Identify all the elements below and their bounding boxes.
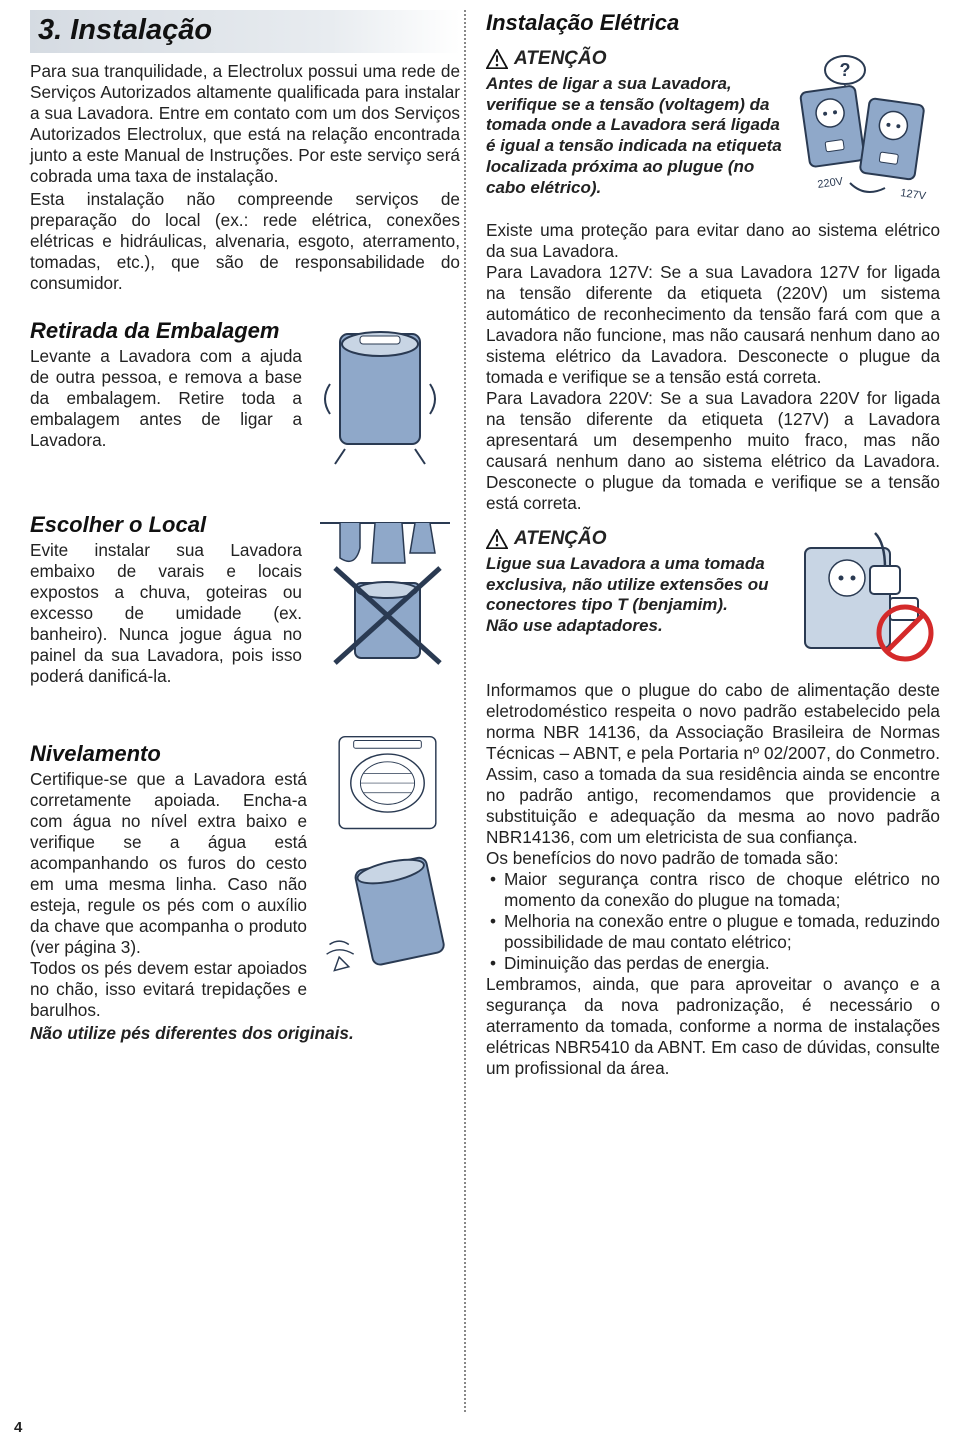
warning-triangle-icon xyxy=(486,49,508,69)
eletrica-body-5: Os benefícios do novo padrão de tomada s… xyxy=(486,848,940,869)
eletrica-heading: Instalação Elétrica xyxy=(486,10,940,36)
warning-header-2: ATENÇÃO xyxy=(486,528,782,550)
intro-paragraph: Para sua tranquilidade, a Electrolux pos… xyxy=(30,61,460,187)
voltage-outlet-illustration: ? 220V 127V xyxy=(790,48,940,208)
section-title-box: 3. Instalação xyxy=(30,10,460,53)
retirada-body: Levante a Lavadora com a ajuda de outra … xyxy=(30,346,302,451)
washer-lift-illustration xyxy=(310,304,460,474)
eletrica-body-1: Existe uma proteção para evitar dano ao … xyxy=(486,220,940,262)
warning-body-1: Antes de ligar a sua Lavadora, verifique… xyxy=(486,74,782,198)
eletrica-body-2: Para Lavadora 127V: Se a sua Lavadora 12… xyxy=(486,262,940,388)
warning-label-1: ATENÇÃO xyxy=(514,48,607,70)
warning-body-2b: Não use adaptadores. xyxy=(486,616,782,637)
warning-triangle-icon xyxy=(486,529,508,549)
intro-paragraph-2: Esta instalação não compreende serviços … xyxy=(30,189,460,294)
svg-text:220V: 220V xyxy=(817,175,845,191)
benefit-item: Melhoria na conexão entre o plugue e tom… xyxy=(486,911,940,953)
section-title: 3. Instalação xyxy=(38,14,452,47)
retirada-heading: Retirada da Embalagem xyxy=(30,318,302,344)
local-body: Evite instalar sua Lavadora embaixo de v… xyxy=(30,540,302,687)
column-divider xyxy=(464,10,466,1412)
svg-text:?: ? xyxy=(840,60,851,80)
warning-header-1: ATENÇÃO xyxy=(486,48,782,70)
eletrica-body-3: Para Lavadora 220V: Se a sua Lavadora 22… xyxy=(486,388,940,514)
nivelamento-p3: Não utilize pés diferentes dos originais… xyxy=(30,1023,460,1044)
warning-body-2a: Ligue sua Lavadora a uma tomada exclusiv… xyxy=(486,554,782,616)
benefit-item: Diminuição das perdas de energia. xyxy=(486,953,940,974)
nivelamento-p1: Certifique-se que a Lavadora está corret… xyxy=(30,769,307,958)
benefits-list: Maior segurança contra risco de choque e… xyxy=(486,869,940,974)
page-number: 4 xyxy=(14,1419,22,1436)
eletrica-body-6: Lembramos, ainda, que para aproveitar o … xyxy=(486,974,940,1079)
warning-label-2: ATENÇÃO xyxy=(514,528,607,550)
nivelamento-illustration xyxy=(315,727,460,978)
no-varal-illustration xyxy=(310,498,460,668)
nivelamento-p2: Todos os pés devem estar apoiados no chã… xyxy=(30,958,307,1021)
local-heading: Escolher o Local xyxy=(30,512,302,538)
eletrica-body-4: Informamos que o plugue do cabo de alime… xyxy=(486,680,940,848)
svg-text:127V: 127V xyxy=(900,187,928,203)
no-adapter-illustration xyxy=(790,528,940,668)
nivelamento-heading: Nivelamento xyxy=(30,741,307,767)
benefit-item: Maior segurança contra risco de choque e… xyxy=(486,869,940,911)
